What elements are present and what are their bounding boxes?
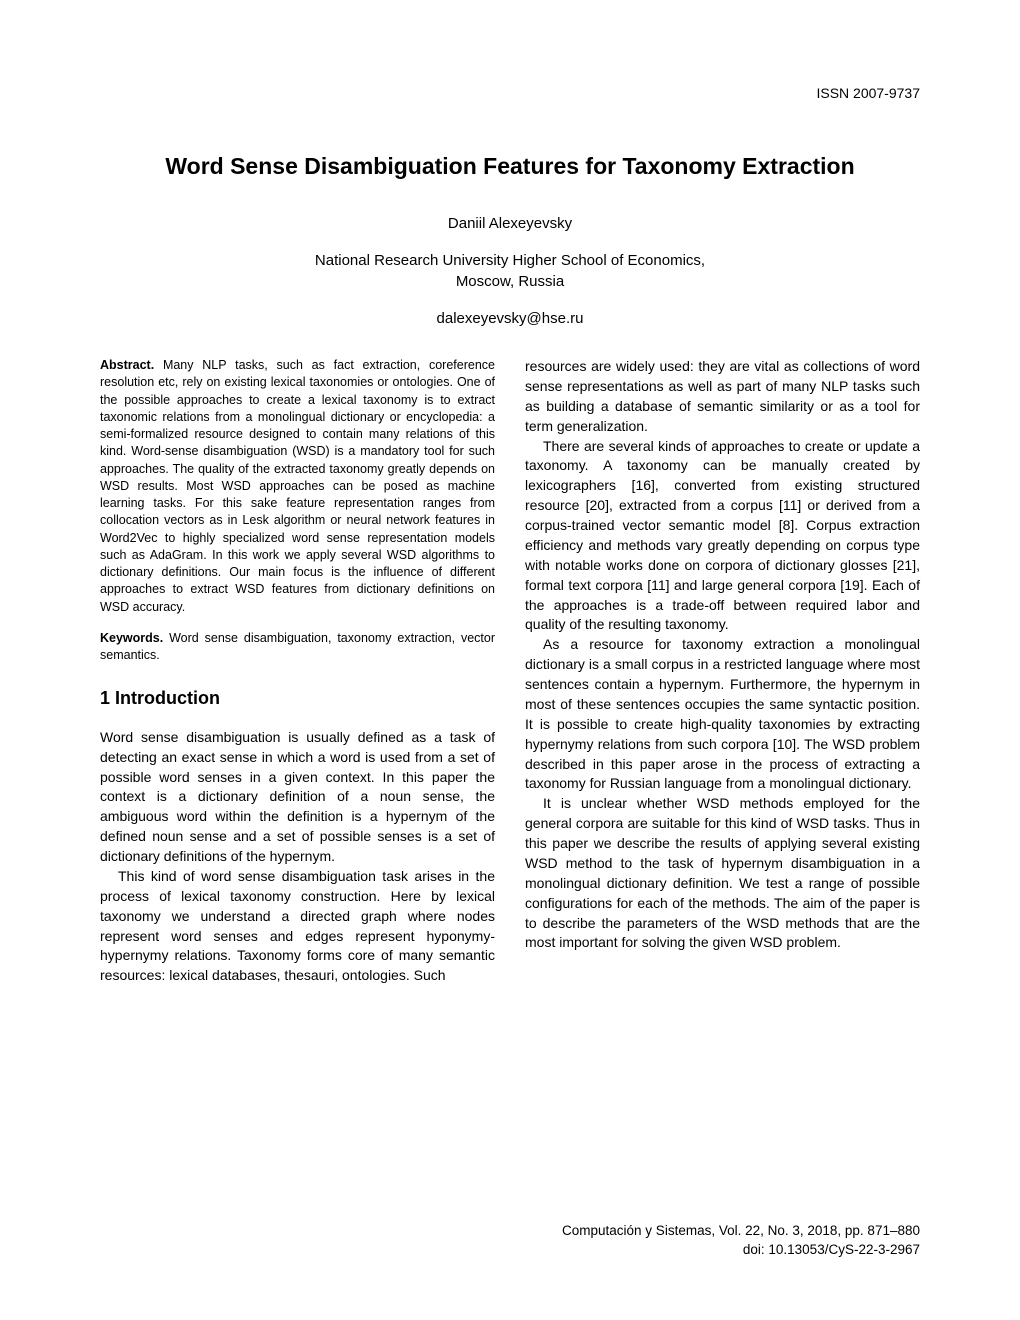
col2-para-3: As a resource for taxonomy extraction a … bbox=[525, 635, 920, 794]
footer-citation: Computación y Sistemas, Vol. 22, No. 3, … bbox=[562, 1222, 920, 1241]
col2-para-2: There are several kinds of approaches to… bbox=[525, 437, 920, 636]
keywords-label: Keywords. bbox=[100, 631, 163, 645]
section-1-heading: 1 Introduction bbox=[100, 686, 495, 712]
page-footer: Computación y Sistemas, Vol. 22, No. 3, … bbox=[562, 1222, 920, 1260]
issn-label: ISSN 2007-9737 bbox=[816, 85, 920, 101]
abstract-content: Many NLP tasks, such as fact extraction,… bbox=[100, 358, 495, 614]
right-column: resources are widely used: they are vita… bbox=[525, 357, 920, 986]
intro-para-2: This kind of word sense disambiguation t… bbox=[100, 867, 495, 986]
affiliation-line1: National Research University Higher Scho… bbox=[315, 252, 705, 269]
footer-doi: doi: 10.13053/CyS-22-3-2967 bbox=[562, 1241, 920, 1260]
intro-para-1: Word sense disambiguation is usually def… bbox=[100, 728, 495, 867]
abstract-label: Abstract. bbox=[100, 358, 154, 372]
paper-title: Word Sense Disambiguation Features for T… bbox=[100, 153, 920, 180]
affiliation-line2: Moscow, Russia bbox=[456, 273, 564, 290]
two-column-body: Abstract. Many NLP tasks, such as fact e… bbox=[100, 357, 920, 986]
author-name: Daniil Alexeyevsky bbox=[100, 215, 920, 232]
left-column: Abstract. Many NLP tasks, such as fact e… bbox=[100, 357, 495, 986]
affiliation: National Research University Higher Scho… bbox=[100, 250, 920, 292]
abstract-block: Abstract. Many NLP tasks, such as fact e… bbox=[100, 357, 495, 616]
col2-para-1: resources are widely used: they are vita… bbox=[525, 357, 920, 437]
keywords-block: Keywords. Word sense disambiguation, tax… bbox=[100, 630, 495, 665]
author-email: dalexeyevsky@hse.ru bbox=[100, 310, 920, 327]
col2-para-4: It is unclear whether WSD methods employ… bbox=[525, 794, 920, 953]
